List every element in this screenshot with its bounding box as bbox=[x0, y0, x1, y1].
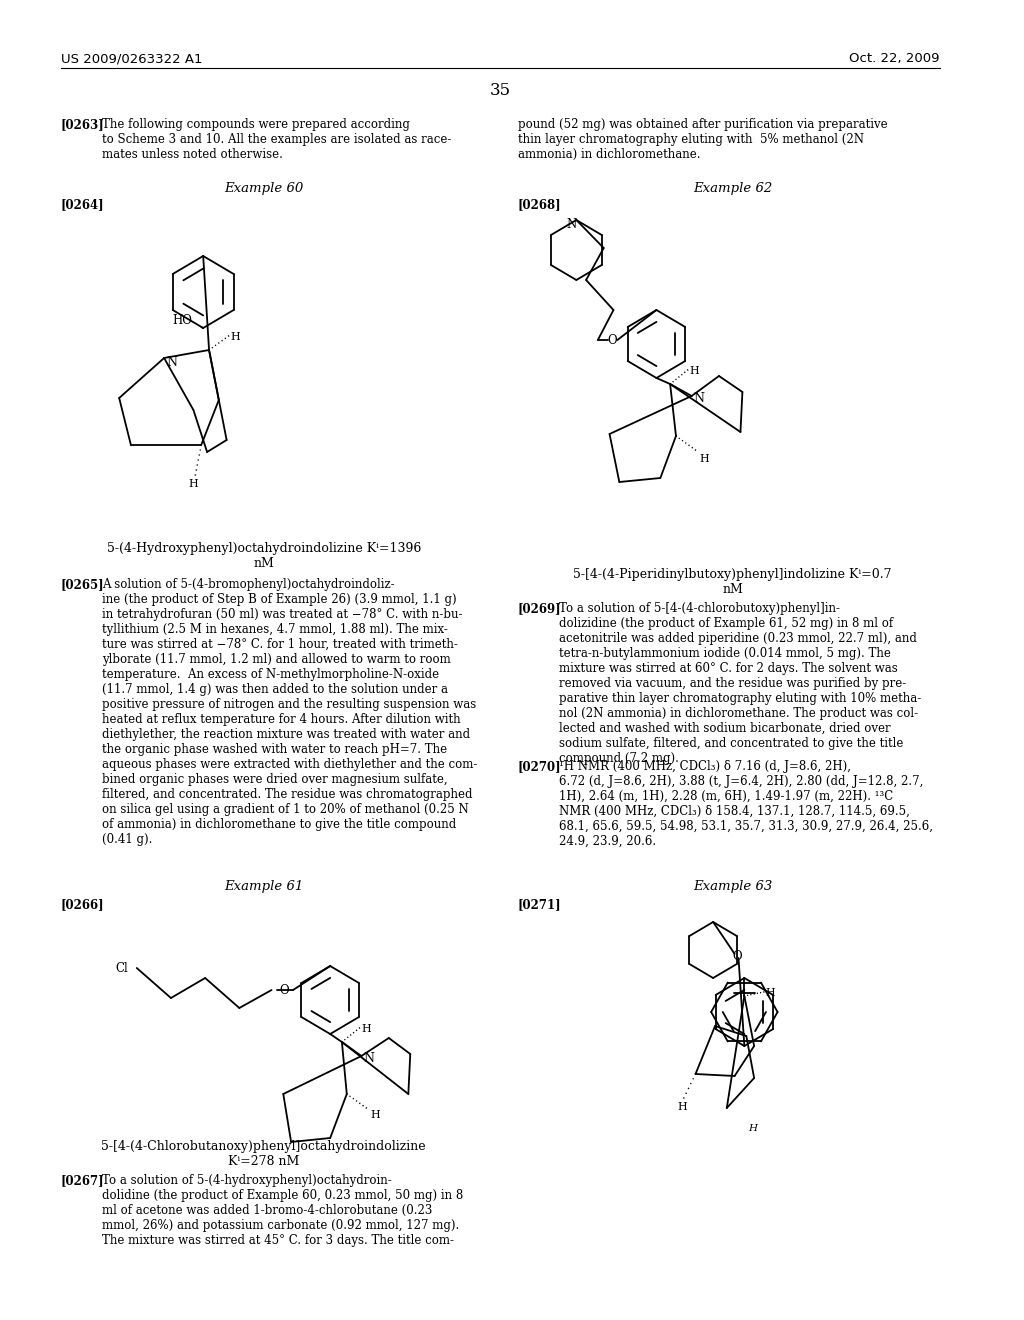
Text: Cl: Cl bbox=[116, 962, 128, 975]
Text: [0271]: [0271] bbox=[518, 898, 561, 911]
Text: [0264]: [0264] bbox=[60, 198, 104, 211]
Text: US 2009/0263322 A1: US 2009/0263322 A1 bbox=[60, 51, 202, 65]
Text: N: N bbox=[693, 392, 705, 405]
Text: To a solution of 5-[4-(4-chlorobutoxy)phenyl]in-
dolizidine (the product of Exam: To a solution of 5-[4-(4-chlorobutoxy)ph… bbox=[559, 602, 921, 766]
Text: Example 63: Example 63 bbox=[693, 880, 772, 894]
Text: The following compounds were prepared according
to Scheme 3 and 10. All the exam: The following compounds were prepared ac… bbox=[101, 117, 451, 161]
Text: H: H bbox=[689, 366, 699, 376]
Text: H: H bbox=[677, 1102, 687, 1111]
Text: N: N bbox=[364, 1052, 375, 1065]
Text: H: H bbox=[748, 1125, 757, 1133]
Text: 5-[4-(4-Piperidinylbutoxy)phenyl]indolizine Kⁱ=0.7: 5-[4-(4-Piperidinylbutoxy)phenyl]indoliz… bbox=[573, 568, 892, 581]
Text: [0270]: [0270] bbox=[518, 760, 561, 774]
Text: H: H bbox=[699, 454, 710, 465]
Text: Oct. 22, 2009: Oct. 22, 2009 bbox=[849, 51, 940, 65]
Text: Example 61: Example 61 bbox=[224, 880, 303, 894]
Text: N: N bbox=[566, 218, 577, 231]
Text: HO: HO bbox=[172, 314, 191, 327]
Text: 35: 35 bbox=[489, 82, 511, 99]
Text: H: H bbox=[371, 1110, 380, 1119]
Text: O: O bbox=[607, 334, 617, 347]
Text: [0269]: [0269] bbox=[518, 602, 561, 615]
Text: O: O bbox=[732, 950, 742, 964]
Text: Kⁱ=278 nM: Kⁱ=278 nM bbox=[228, 1155, 299, 1168]
Text: 5-[4-(4-Chlorobutanoxy)phenyl]octahydroindolizine: 5-[4-(4-Chlorobutanoxy)phenyl]octahydroi… bbox=[101, 1140, 426, 1152]
Text: A solution of 5-(4-bromophenyl)octahydroindoliz-
ine (the product of Step B of E: A solution of 5-(4-bromophenyl)octahydro… bbox=[101, 578, 477, 846]
Text: [0266]: [0266] bbox=[60, 898, 104, 911]
Text: Example 62: Example 62 bbox=[693, 182, 772, 195]
Text: O: O bbox=[280, 983, 289, 997]
Text: H: H bbox=[361, 1024, 371, 1034]
Text: [0268]: [0268] bbox=[518, 198, 561, 211]
Text: nM: nM bbox=[722, 583, 743, 597]
Text: pound (52 mg) was obtained after purification via preparative
thin layer chromat: pound (52 mg) was obtained after purific… bbox=[518, 117, 888, 161]
Text: nM: nM bbox=[253, 557, 274, 570]
Text: [0263]: [0263] bbox=[60, 117, 104, 131]
Text: Example 60: Example 60 bbox=[224, 182, 303, 195]
Text: [0265]: [0265] bbox=[60, 578, 104, 591]
Text: H: H bbox=[188, 479, 199, 488]
Text: [0267]: [0267] bbox=[60, 1173, 104, 1187]
Text: H: H bbox=[766, 987, 775, 998]
Text: H: H bbox=[230, 333, 241, 342]
Text: To a solution of 5-(4-hydroxyphenyl)octahydroin-
dolidine (the product of Exampl: To a solution of 5-(4-hydroxyphenyl)octa… bbox=[101, 1173, 463, 1247]
Text: 5-(4-Hydroxyphenyl)octahydroindolizine Kⁱ=1396: 5-(4-Hydroxyphenyl)octahydroindolizine K… bbox=[106, 543, 421, 554]
Text: ¹H NMR (400 MHz, CDCl₃) δ 7.16 (d, J=8.6, 2H),
6.72 (d, J=8.6, 2H), 3.88 (t, J=6: ¹H NMR (400 MHz, CDCl₃) δ 7.16 (d, J=8.6… bbox=[559, 760, 933, 847]
Text: N: N bbox=[166, 356, 177, 370]
